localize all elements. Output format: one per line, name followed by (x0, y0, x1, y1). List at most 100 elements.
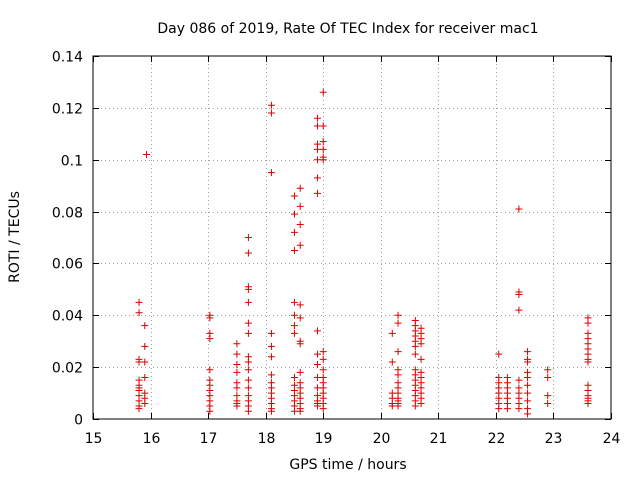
data-point (411, 342, 419, 350)
data-point (524, 358, 532, 366)
data-point (244, 234, 252, 241)
data-point (244, 407, 252, 415)
data-point (544, 366, 552, 374)
data-point (313, 327, 321, 335)
y-tick-label: 0.08 (52, 206, 83, 222)
data-point (290, 228, 298, 236)
data-point (135, 309, 143, 317)
data-point (515, 405, 523, 413)
data-point (515, 205, 523, 213)
data-point (394, 348, 402, 356)
data-point (544, 392, 552, 400)
y-tick-labels: 0 0.02 0.04 0.06 0.08 0.1 0.12 0.14 (52, 50, 83, 429)
data-point (141, 322, 149, 330)
data-point (233, 402, 241, 410)
grid-lines (93, 56, 611, 419)
data-point (296, 368, 304, 376)
data-point (206, 335, 214, 343)
data-point (313, 350, 321, 358)
data-point (233, 368, 241, 376)
data-point (319, 348, 327, 356)
data-point (495, 350, 503, 358)
data-point (417, 340, 425, 348)
y-axis-title: ROTI / TECUs (7, 191, 23, 283)
data-point (524, 410, 532, 418)
data-point (206, 314, 214, 322)
data-point (290, 210, 298, 218)
data-point (141, 358, 149, 366)
data-point (495, 405, 503, 413)
data-point (394, 319, 402, 327)
data-point (244, 376, 252, 384)
data-point (135, 405, 143, 413)
data-point (313, 361, 321, 369)
data-point (206, 407, 214, 415)
y-tick-label: 0.12 (52, 102, 83, 118)
data-point (296, 202, 304, 210)
data-point (313, 189, 321, 197)
y-tick-label: 0.02 (52, 361, 83, 377)
data-point (244, 298, 252, 306)
data-point (296, 407, 304, 415)
data-point (296, 340, 304, 348)
data-point (141, 374, 149, 382)
data-point (141, 342, 149, 350)
data-point (417, 355, 425, 363)
x-tick-label: 24 (603, 431, 621, 447)
data-point (417, 399, 425, 407)
data-point (411, 350, 419, 358)
x-tick-label: 17 (200, 431, 218, 447)
data-point (584, 358, 592, 366)
data-point (411, 402, 419, 410)
data-point (296, 241, 304, 249)
y-tick-label: 0.14 (52, 50, 83, 66)
data-point (233, 340, 241, 348)
data-point (544, 374, 552, 382)
data-point (584, 399, 592, 407)
data-point (524, 348, 532, 356)
data-point (206, 366, 214, 374)
x-tick-label: 22 (488, 431, 506, 447)
data-point (290, 246, 298, 254)
data-point (267, 407, 275, 415)
data-point (515, 376, 523, 384)
x-axis-title: GPS time / hours (289, 457, 406, 473)
data-point (544, 399, 552, 407)
x-tick-label: 23 (545, 431, 563, 447)
data-point (244, 249, 252, 257)
data-point (244, 366, 252, 374)
data-point (244, 329, 252, 337)
data-point (524, 381, 532, 389)
data-point (313, 174, 321, 182)
data-point (290, 192, 298, 200)
y-tick-label: 0.04 (52, 309, 83, 325)
data-point (503, 405, 511, 413)
x-tick-labels: 15 16 17 18 19 20 21 22 23 24 (85, 431, 621, 447)
data-point (244, 358, 252, 366)
plot-frame (92, 55, 612, 420)
data-point (290, 322, 298, 330)
y-tick-label: 0.06 (52, 257, 83, 273)
y-tick-label: 0 (74, 413, 83, 429)
data-point (515, 291, 523, 299)
data-point (267, 353, 275, 361)
data-point (267, 329, 275, 337)
data-point (394, 402, 402, 410)
data-points (135, 88, 592, 418)
data-point (524, 389, 532, 397)
x-tick-label: 21 (430, 431, 448, 447)
data-point (267, 109, 275, 117)
data-point (394, 311, 402, 319)
data-point (584, 319, 592, 327)
data-point (313, 114, 321, 122)
data-point (290, 374, 298, 382)
data-point (296, 301, 304, 309)
data-point (267, 342, 275, 350)
x-tick-label: 19 (315, 431, 333, 447)
data-point (524, 397, 532, 405)
chart-title: Day 086 of 2019, Rate Of TEC Index for r… (157, 21, 538, 37)
data-point (267, 371, 275, 379)
x-tick-label: 18 (258, 431, 276, 447)
data-point (515, 306, 523, 314)
